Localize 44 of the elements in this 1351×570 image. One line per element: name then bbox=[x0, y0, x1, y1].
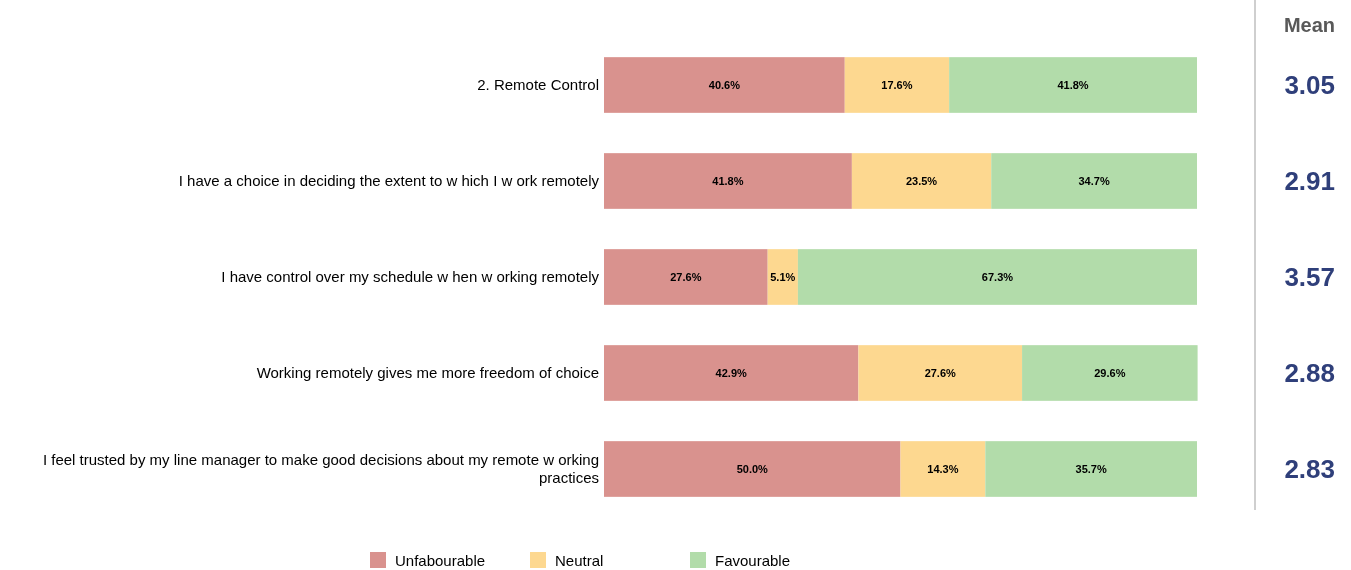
text: 3.05 bbox=[1284, 70, 1335, 100]
data-label: 50.0% bbox=[736, 463, 769, 475]
bar bbox=[604, 153, 852, 209]
y-tick-label: I feel trusted by my line manager to make good decisions about my remote w orking practices bbox=[42, 451, 599, 486]
data-label: 17.6% bbox=[881, 79, 913, 91]
bar bbox=[604, 345, 859, 401]
text: 2.88 bbox=[1284, 358, 1335, 388]
data-label: 34.7% bbox=[1078, 175, 1110, 187]
legend-label: Unfabourable bbox=[395, 552, 486, 569]
text: 2.83 bbox=[1284, 454, 1335, 484]
data-label: 14.3% bbox=[927, 463, 959, 475]
bar bbox=[858, 345, 1023, 401]
data-label: 23.5% bbox=[905, 175, 938, 187]
y-tick-label: I have control over my schedule w hen w orking remotely bbox=[221, 268, 600, 285]
bar bbox=[604, 441, 901, 497]
data-label: 42.9% bbox=[715, 367, 748, 379]
data-label: 67.3% bbox=[981, 271, 1014, 283]
bar bbox=[767, 249, 798, 305]
bar bbox=[604, 249, 768, 305]
bar bbox=[985, 441, 1197, 497]
data-label: 27.6% bbox=[670, 271, 702, 283]
y-tick-label: Working remotely gives me more freedom of choice bbox=[256, 364, 599, 381]
bar bbox=[949, 57, 1197, 113]
legend-label: Neutral bbox=[555, 552, 604, 569]
data-label: 40.6% bbox=[708, 79, 741, 91]
data-label: 41.8% bbox=[1057, 79, 1089, 91]
data-label: 27.6% bbox=[924, 367, 957, 379]
bar bbox=[900, 441, 986, 497]
data-label: 29.6% bbox=[1094, 367, 1126, 379]
data-label: 41.8% bbox=[712, 175, 744, 187]
data-label: 35.7% bbox=[1075, 463, 1107, 475]
text: 3.57 bbox=[1284, 262, 1335, 292]
y-tick-label: 2. Remote Control bbox=[477, 76, 599, 93]
legend-label: Favourable bbox=[715, 552, 791, 569]
text: Mean bbox=[1283, 14, 1335, 36]
y-tick-label: I have a choice in deciding the extent to w hich I w ork remotely bbox=[178, 172, 600, 189]
text: 2.91 bbox=[1284, 166, 1335, 196]
bar bbox=[844, 57, 950, 113]
bar bbox=[991, 153, 1197, 209]
bar bbox=[604, 57, 845, 113]
bar bbox=[797, 249, 1197, 305]
data-label: 5.1% bbox=[770, 271, 796, 283]
bar bbox=[1022, 345, 1198, 401]
bar bbox=[851, 153, 992, 209]
